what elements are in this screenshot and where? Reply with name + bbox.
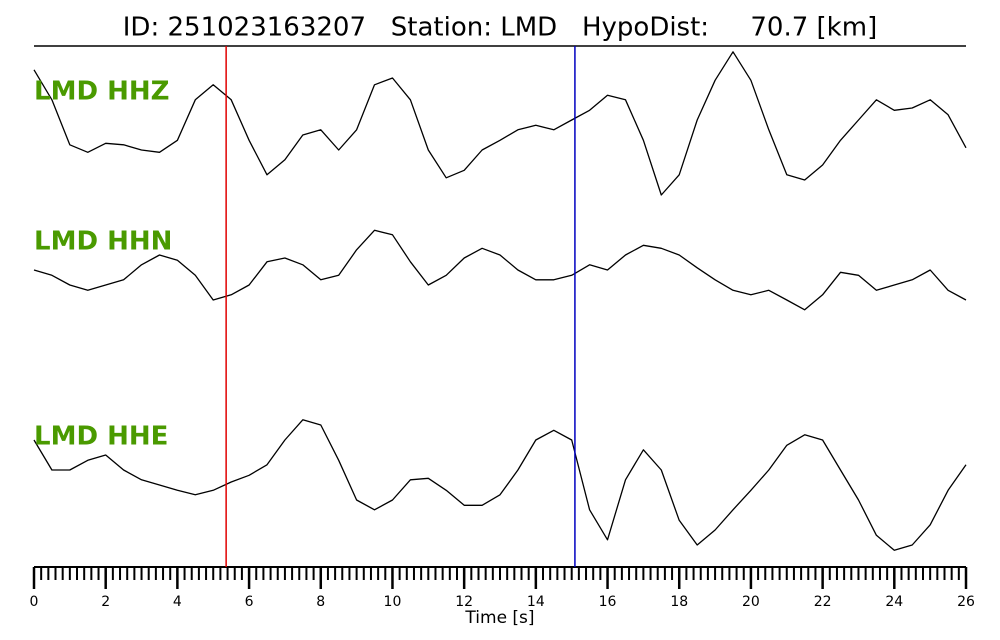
x-tick-label: 12 <box>455 594 473 610</box>
x-tick-label: 14 <box>527 594 545 610</box>
x-tick-label: 16 <box>599 594 617 610</box>
waveform <box>33 419 967 551</box>
trace-label: LMD HHE <box>34 422 168 452</box>
x-tick-label: 2 <box>101 594 110 610</box>
x-axis-label: Time [s] <box>464 608 534 628</box>
waveform <box>33 229 967 311</box>
x-tick-label: 4 <box>173 594 182 610</box>
trace-label: LMD HHN <box>34 227 172 257</box>
x-tick-label: 6 <box>245 594 254 610</box>
x-tick-label: 0 <box>30 594 39 610</box>
chart-title: ID: 251023163207 Station: LMD HypoDist: … <box>123 13 877 43</box>
waveform <box>33 51 967 196</box>
trace-label: LMD HHZ <box>34 77 169 107</box>
x-tick-label: 22 <box>814 594 832 610</box>
x-tick-label: 26 <box>957 594 975 610</box>
x-tick-label: 8 <box>316 594 325 610</box>
x-tick-label: 20 <box>742 594 760 610</box>
x-tick-label: 10 <box>384 594 402 610</box>
x-tick-label: 24 <box>885 594 903 610</box>
x-tick-label: 18 <box>670 594 688 610</box>
